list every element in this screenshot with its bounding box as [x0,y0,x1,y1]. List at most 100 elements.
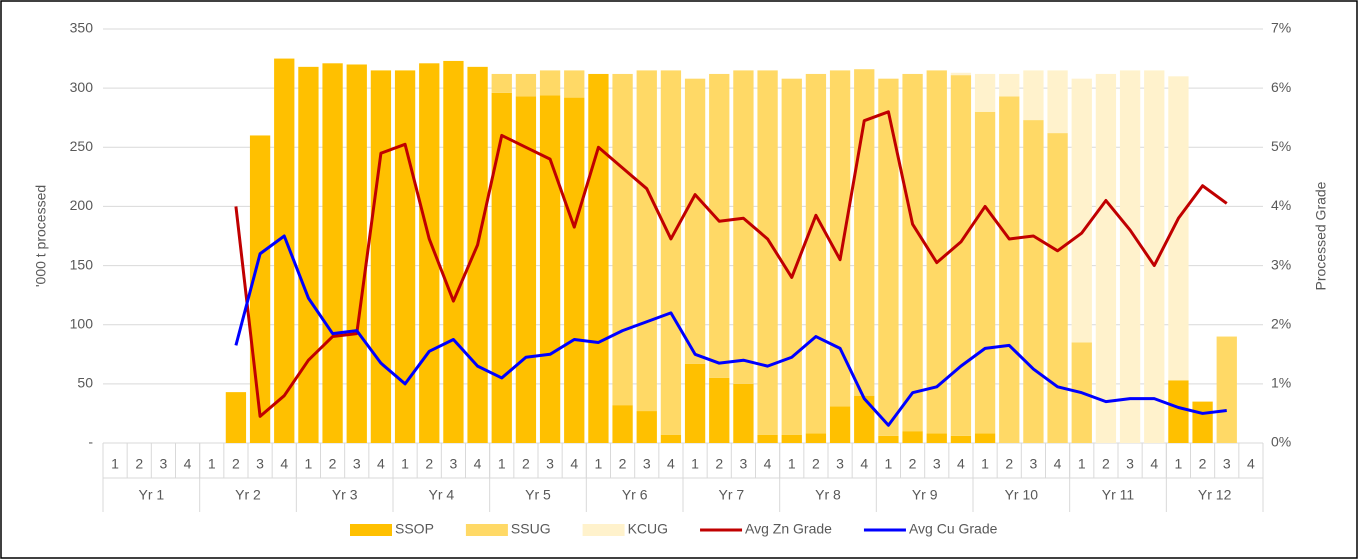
bar [539,70,561,96]
x-tick-label: 3 [450,456,458,472]
bar [974,73,996,112]
group-label: Yr 8 [815,487,841,503]
bar [781,78,802,435]
bar [1168,380,1189,443]
bar [757,70,778,435]
bar [950,435,972,443]
bar [274,58,295,443]
x-tick-label: 2 [1199,456,1207,472]
x-tick-label: 1 [691,456,699,472]
bar [636,411,657,443]
bar [249,135,271,443]
bar [902,73,923,432]
bar [950,75,972,436]
bar [467,66,488,443]
x-tick-label: 1 [498,456,506,472]
bar [346,64,367,443]
bar [878,435,899,443]
bar [491,73,512,93]
x-tick-label: 4 [1054,456,1062,472]
x-tick-label: 4 [1247,456,1255,472]
legend-swatch [350,524,392,536]
y-tick-label: 350 [70,20,94,36]
x-tick-label: 1 [595,456,603,472]
x-tick-label: 4 [377,456,385,472]
x-tick-label: 1 [981,456,989,472]
bar [1095,73,1117,443]
y2-tick-label: 4% [1271,197,1291,213]
x-tick-label: 3 [1030,456,1038,472]
bar [660,70,682,435]
group-label: Yr 10 [1005,487,1039,503]
legend-swatch [465,524,508,536]
bar [829,70,851,407]
x-tick-label: 4 [860,456,868,472]
bar [1144,70,1165,444]
y-tick-label: 300 [70,79,94,95]
x-tick-label: 1 [788,456,796,472]
bar [322,63,343,443]
y2-tick-label: 5% [1271,138,1291,154]
bar [1071,78,1092,343]
x-tick-label: 1 [1078,456,1086,472]
bar [926,433,947,443]
x-tick-label: 3 [160,456,168,472]
bar [709,73,730,378]
x-tick-label: 4 [570,456,578,472]
y-tick-label: 250 [70,138,94,154]
x-tick-label: 2 [135,456,143,472]
x-tick-label: 1 [111,456,119,472]
bar [588,73,609,443]
bar [950,72,972,76]
x-tick-label: 3 [933,456,941,472]
bar [370,70,392,444]
bar [829,406,851,443]
x-tick-label: 3 [740,456,748,472]
legend-label: SSOP [395,521,434,537]
x-tick-label: 4 [184,456,192,472]
bar [854,395,875,443]
x-tick-label: 1 [208,456,216,472]
legend-label: KCUG [628,521,668,537]
bar [612,405,633,443]
bar [805,433,827,443]
bar [805,73,827,434]
bar [999,96,1020,444]
bar [660,434,682,443]
group-label: Yr 9 [912,487,938,503]
x-tick-label: 4 [1150,456,1158,472]
group-label: Yr 2 [235,487,261,503]
y2-tick-label: 2% [1271,315,1291,331]
x-tick-label: 2 [909,456,917,472]
bar [974,433,996,443]
x-tick-label: 4 [957,456,965,472]
x-tick-label: 1 [305,456,313,472]
bar [225,392,247,443]
x-tick-label: 2 [425,456,433,472]
y2-tick-label: 3% [1271,256,1291,272]
legend-label: SSUG [511,521,551,537]
bar [491,92,512,444]
x-tick-label: 3 [353,456,361,472]
x-tick-label: 3 [836,456,844,472]
bar [612,73,633,406]
bar [298,66,319,443]
y2-tick-label: 0% [1271,434,1291,450]
bar [1047,70,1068,134]
group-label: Yr 3 [332,487,358,503]
x-tick-label: 2 [232,456,240,472]
x-tick-label: 1 [1175,456,1183,472]
x-tick-label: 3 [1126,456,1134,472]
bar [636,70,657,412]
bar [878,78,899,436]
bar [394,70,416,444]
x-tick-label: 4 [667,456,675,472]
x-tick-label: 3 [1223,456,1231,472]
x-tick-label: 2 [522,456,530,472]
bar [1023,70,1044,121]
bar [709,377,730,443]
bar [564,97,585,443]
x-tick-label: 3 [546,456,554,472]
bar [1047,133,1068,443]
